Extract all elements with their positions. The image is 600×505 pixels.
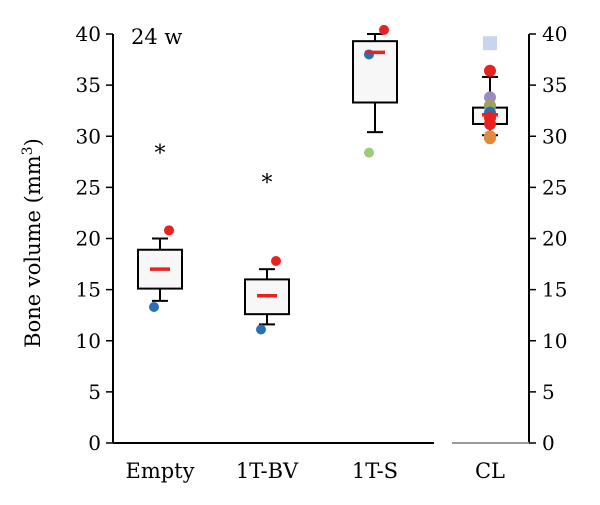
- right-tick-label: 0: [542, 431, 555, 455]
- category-label: CL: [475, 459, 505, 483]
- data-point: [149, 302, 159, 313]
- left-tick-label: 40: [76, 22, 101, 46]
- left-tick-label: 0: [88, 431, 101, 455]
- data-point: [484, 64, 496, 77]
- box-group: [472, 36, 508, 145]
- y-axis-title-superscript: 3: [20, 146, 36, 155]
- y-axis-title-text: Bone volume (mm: [21, 155, 45, 348]
- left-tick-label: 20: [76, 227, 101, 251]
- data-point: [271, 255, 281, 266]
- left-tick-label: 25: [76, 175, 101, 199]
- category-label: Empty: [126, 459, 195, 483]
- data-point: [364, 147, 374, 158]
- data-point: [379, 24, 389, 35]
- y-axis-title-close: ): [21, 138, 45, 146]
- iqr-box: [352, 40, 398, 104]
- left-tick-label: 15: [76, 278, 101, 302]
- right-y-axis: 0 5 10 15 20 25 30 35 40: [528, 22, 567, 455]
- panel-annotation: 24 w: [131, 25, 182, 49]
- category-label: 1T-S: [352, 459, 398, 483]
- category-labels: Empty 1T-BV 1T-S CL: [126, 459, 506, 483]
- left-tick-label: 10: [76, 329, 101, 353]
- data-point-square: [483, 36, 497, 51]
- right-tick-label: 10: [542, 329, 567, 353]
- right-tick-label: 25: [542, 175, 567, 199]
- data-point: [484, 132, 496, 145]
- box-group: [352, 24, 398, 158]
- significance-marker: *: [262, 171, 273, 196]
- category-label: 1T-BV: [236, 459, 299, 483]
- right-tick-label: 30: [542, 124, 567, 148]
- data-point: [256, 324, 266, 335]
- data-point: [164, 225, 174, 236]
- left-tick-label: 5: [88, 380, 101, 404]
- y-axis-title: Bone volume (mm3): [20, 138, 45, 348]
- left-y-axis: 0 5 10 15 20 25 30 35 40: [76, 22, 114, 455]
- right-tick-label: 15: [542, 278, 567, 302]
- data-point: [484, 117, 496, 130]
- box-group: *: [244, 171, 290, 335]
- left-tick-label: 30: [76, 124, 101, 148]
- box-group: *: [137, 142, 183, 313]
- right-tick-label: 20: [542, 227, 567, 251]
- left-tick-label: 35: [76, 73, 101, 97]
- right-tick-label: 40: [542, 22, 567, 46]
- significance-marker: *: [155, 142, 166, 167]
- right-tick-label: 5: [542, 380, 555, 404]
- right-tick-label: 35: [542, 73, 567, 97]
- plot-area: **: [113, 24, 529, 444]
